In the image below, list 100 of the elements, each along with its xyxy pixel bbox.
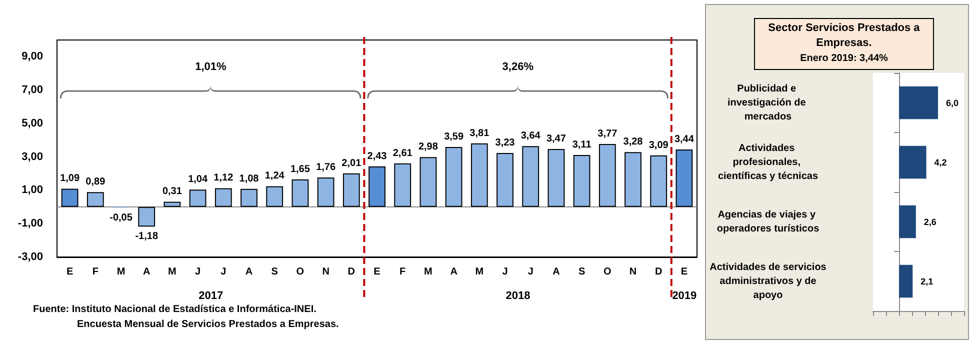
data-label: 1,24 [264, 170, 285, 182]
x-tick-label: N [322, 266, 330, 278]
bar [292, 179, 309, 207]
bar [189, 190, 206, 207]
data-label: 0,31 [162, 186, 182, 198]
x-tick-label: J [502, 266, 508, 278]
text: 2017 [198, 290, 224, 302]
x-tick-label: A [245, 266, 253, 278]
bar [86, 192, 104, 207]
data-label: 3,23 [495, 138, 516, 149]
annotation: 3,26% [502, 61, 534, 74]
data-label: 2,98 [418, 142, 438, 153]
data-label: 6,0 [946, 98, 959, 108]
source-note: Fuente: Instituto Nacional de Estadística e Informática-INEI. [33, 304, 316, 315]
x-tick-label: F [400, 266, 406, 278]
data-label: 1,04 [188, 174, 208, 186]
x-tick-label: E [680, 266, 688, 278]
x-tick-label: D [654, 266, 662, 278]
data-label: 3,44 [674, 134, 694, 145]
x-tick-label: O [604, 266, 612, 278]
bar [899, 86, 938, 120]
annotation: 1,01% [195, 61, 226, 74]
bar [470, 143, 488, 207]
bar [899, 146, 926, 179]
bar [650, 155, 668, 207]
data-label: 3,77 [598, 128, 618, 140]
x-tick-label: S [271, 266, 278, 278]
x-tick-label: M [475, 266, 484, 278]
data-label: -1,18 [135, 231, 158, 242]
bar [214, 188, 232, 207]
bar [266, 186, 284, 207]
y-tick-label: Actividades profesionales, científicas y técnicas [718, 142, 818, 182]
y-tick-label: 7,00 [22, 84, 43, 96]
bar [598, 144, 616, 207]
bar [368, 166, 386, 207]
y-tick-label: Publicidad e investigación de mercados [727, 83, 809, 122]
bar [138, 206, 156, 227]
x-tick-label: N [629, 266, 637, 278]
y-tick-label: 9,00 [22, 50, 43, 63]
y-tick-label: 1,00 [22, 184, 43, 196]
x-tick-label: S [578, 266, 586, 278]
data-label: 3,81 [470, 128, 490, 139]
bar [676, 150, 693, 207]
x-tick-label: J [528, 266, 534, 278]
bar [522, 146, 540, 207]
x-tick-label: O [296, 266, 304, 278]
x-tick-label: J [220, 266, 226, 278]
y-tick-label: -3,00 [18, 251, 43, 263]
data-label: 3,11 [572, 140, 592, 151]
data-label: 0,89 [86, 176, 106, 188]
text: 2018 [506, 290, 530, 302]
data-label: 1,09 [60, 173, 80, 184]
chart-title: Sector Servicios Prestados a Empresas. [767, 21, 921, 51]
data-label: 2,1 [920, 276, 934, 286]
data-label: 2,6 [924, 216, 936, 227]
x-tick-label: E [66, 266, 74, 278]
bar [624, 152, 642, 207]
x-tick-label: J [195, 266, 201, 278]
data-label: 1,65 [290, 164, 310, 175]
data-label: -0,05 [110, 212, 133, 224]
x-tick-label: A [552, 266, 560, 278]
data-label: 2,01 [342, 158, 362, 169]
bar [496, 153, 514, 207]
bar [899, 264, 913, 298]
data-label: 2,61 [392, 148, 413, 159]
x-tick-label: A [450, 266, 458, 278]
bar [573, 155, 590, 207]
bar [548, 149, 565, 207]
y-tick-label: Agencias de viajes y operadores turísticos [716, 209, 820, 234]
data-label: 3,09 [648, 140, 669, 151]
chart-subtitle: Enero 2019: 3,44% [799, 52, 889, 66]
y-tick-label: 3,00 [22, 150, 43, 163]
x-tick-label: M [424, 266, 432, 278]
x-tick-label: M [116, 266, 126, 278]
text: Encuesta Mensual de Servicios Prestados a Empresas. [77, 319, 339, 330]
data-label: 3,47 [546, 134, 566, 144]
data-label: 3,59 [444, 132, 464, 142]
data-label: 3,28 [623, 136, 644, 148]
x-tick-label: A [142, 266, 150, 278]
data-label: 1,76 [316, 162, 336, 174]
y-tick-label: Actividades de servicios administrativos y de apoyo [710, 262, 827, 301]
bar [61, 188, 78, 207]
x-tick-label: D [348, 266, 356, 278]
x-tick-label: F [92, 266, 98, 278]
y-tick-label: -1,00 [18, 218, 43, 230]
bar [420, 157, 437, 207]
bar [317, 178, 334, 207]
data-label: 4,2 [934, 157, 947, 168]
bar [240, 188, 258, 207]
text: 2019 [672, 290, 697, 302]
data-label: 3,64 [520, 130, 541, 142]
bar [342, 173, 360, 207]
bar [445, 147, 462, 207]
x-tick-label: M [168, 266, 176, 278]
bar [394, 163, 412, 207]
y-tick-label: 5,00 [22, 117, 43, 130]
data-label: 1,12 [214, 172, 234, 184]
x-tick-label: E [374, 266, 381, 278]
bar [899, 205, 916, 238]
data-label: 1,08 [239, 173, 260, 184]
